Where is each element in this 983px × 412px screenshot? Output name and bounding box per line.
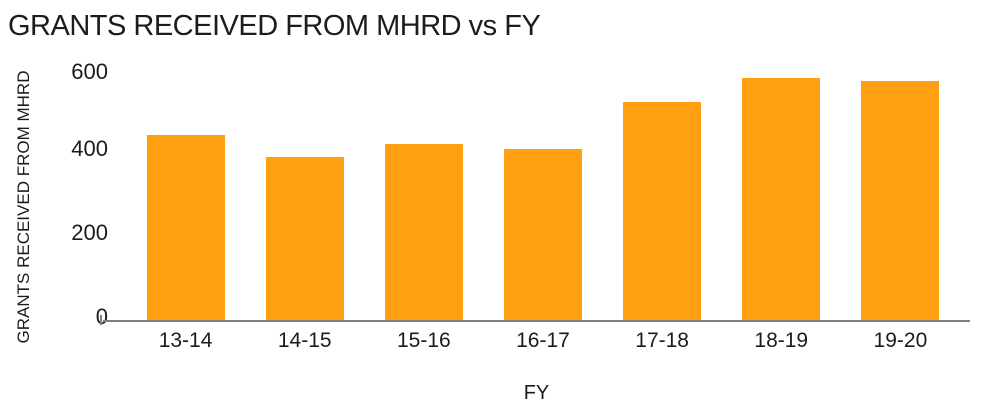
- x-tick-label-15-16: 15-16: [396, 329, 451, 352]
- zero-tick-mark: [100, 315, 102, 325]
- bar-15-16[interactable]: [384, 144, 463, 321]
- y-tick-label-600: 600: [71, 59, 108, 84]
- x-tick-label-17-18: 17-18: [635, 329, 689, 352]
- x-axis-line: [103, 320, 970, 322]
- bar-18-19[interactable]: [742, 78, 821, 321]
- bar-17-18[interactable]: [623, 101, 702, 321]
- y-tick-label-400: 400: [71, 136, 108, 161]
- bar-19-20[interactable]: [861, 80, 940, 321]
- x-tick-label-19-20: 19-20: [873, 329, 928, 352]
- y-axis-title: GRANTS RECEIVED FROM MHRD: [14, 70, 33, 344]
- x-tick-label-14-15: 14-15: [277, 329, 332, 352]
- x-tick-label-16-17: 16-17: [516, 329, 570, 352]
- bar-16-17[interactable]: [504, 149, 582, 321]
- x-tick-label-18-19: 18-19: [754, 329, 809, 352]
- chart-title: GRANTS RECEIVED FROM MHRD vs FY: [8, 10, 541, 42]
- y-tick-label-0: 0: [48, 306, 108, 328]
- x-tick-label-13-14: 13-14: [158, 329, 213, 352]
- x-axis-title: FY: [523, 382, 550, 404]
- bar-13-14[interactable]: [146, 134, 225, 321]
- y-tick-label-200: 200: [71, 220, 108, 245]
- plot-area: [126, 69, 960, 321]
- bar-14-15[interactable]: [265, 157, 344, 321]
